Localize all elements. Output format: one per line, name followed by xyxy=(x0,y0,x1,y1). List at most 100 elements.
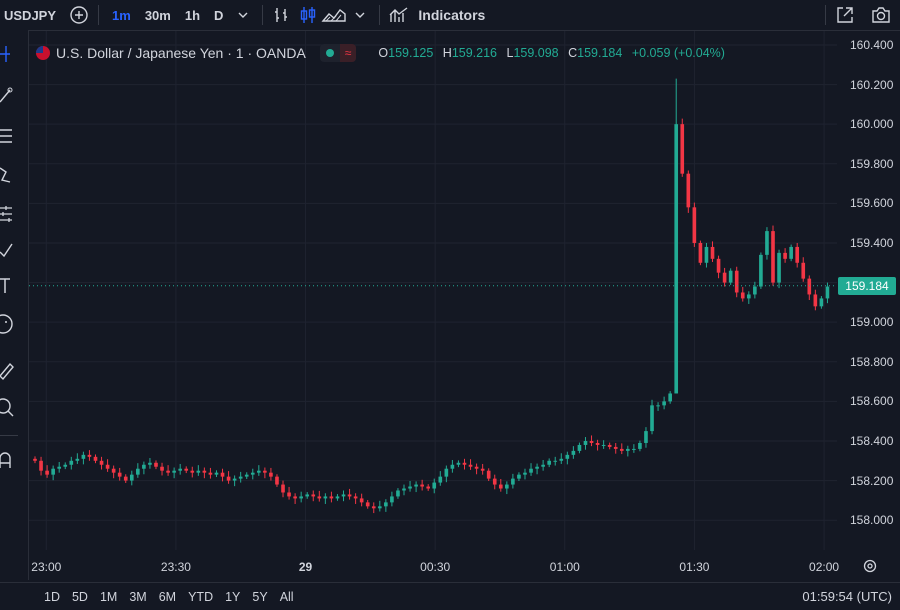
range-6m[interactable]: 6M xyxy=(158,589,177,604)
candle-body xyxy=(438,476,443,483)
candle-body xyxy=(638,442,642,449)
range-1m[interactable]: 1M xyxy=(99,589,118,604)
candle-body xyxy=(329,496,334,499)
timeframe-30m[interactable]: 30m xyxy=(144,7,171,23)
candle-body xyxy=(498,484,503,489)
add-symbol-icon[interactable] xyxy=(66,0,92,30)
chart-legend: U.S. Dollar / Japanese Yen · 1 · OANDA ≈… xyxy=(36,44,725,62)
candle-body xyxy=(547,460,551,465)
candle-style-icon[interactable] xyxy=(295,0,321,30)
candle-body xyxy=(583,440,588,445)
symbol-search[interactable]: USDJPY xyxy=(4,7,57,23)
open-value: 159.125 xyxy=(388,46,434,60)
chevron-down-icon[interactable] xyxy=(230,0,256,30)
price-chart[interactable] xyxy=(29,31,837,550)
top-toolbar: USDJPY 1m 30m 1h D Indicators xyxy=(0,0,900,31)
text-icon[interactable] xyxy=(0,274,24,298)
trend-line-icon[interactable] xyxy=(0,82,24,106)
high-key: H xyxy=(442,46,452,60)
legend-title[interactable]: U.S. Dollar / Japanese Yen · 1 · OANDA xyxy=(56,45,306,61)
range-5d[interactable]: 5D xyxy=(71,589,88,604)
high-value: 159.216 xyxy=(451,46,498,60)
candle-body xyxy=(825,286,830,299)
camera-icon[interactable] xyxy=(868,0,894,30)
time-tick-label: 23:30 xyxy=(160,560,191,574)
candle-body xyxy=(680,124,685,174)
price-tick-label: 158.600 xyxy=(850,394,894,409)
timeframe-1h[interactable]: 1h xyxy=(184,7,201,23)
candle-body xyxy=(783,252,787,259)
candle-body xyxy=(281,484,285,493)
candle-body xyxy=(39,460,43,471)
indicators-button[interactable]: Indicators xyxy=(418,7,486,23)
time-axis[interactable]: 23:00 23:30 29 00:30 01:00 01:30 02:00 xyxy=(29,551,839,581)
candle-body xyxy=(450,464,455,469)
candle-body xyxy=(595,442,600,445)
candle-body xyxy=(414,484,418,487)
timeframe-1m[interactable]: 1m xyxy=(112,7,131,23)
emoji-icon[interactable] xyxy=(0,312,24,336)
candle-body xyxy=(299,496,303,499)
magnet-icon[interactable] xyxy=(0,448,24,472)
timeframe-d[interactable]: D xyxy=(214,7,224,23)
candle-body xyxy=(753,286,757,295)
range-3m[interactable]: 3M xyxy=(129,589,147,604)
candle-body xyxy=(377,506,382,509)
candle-body xyxy=(668,393,672,402)
fullscreen-icon[interactable] xyxy=(832,0,858,30)
wave-icon: ≈ xyxy=(339,44,357,62)
candle-body xyxy=(341,494,346,497)
utc-clock[interactable]: 01:59:54 (UTC) xyxy=(802,589,892,604)
candle-body xyxy=(541,464,545,467)
candle-body xyxy=(142,464,146,469)
candle-body xyxy=(250,472,255,475)
candle-body xyxy=(184,468,189,471)
brush-icon[interactable] xyxy=(0,238,24,262)
range-1d[interactable]: 1D xyxy=(44,589,60,604)
indicators-icon[interactable] xyxy=(386,0,412,30)
candle-body xyxy=(190,470,195,473)
candle-body xyxy=(674,124,679,394)
candle-body xyxy=(692,207,697,243)
candle-body xyxy=(129,474,134,481)
candle-body xyxy=(529,468,533,473)
candle-body xyxy=(523,472,527,475)
candle-body xyxy=(722,272,727,283)
candle-body xyxy=(111,468,116,473)
candle-body xyxy=(777,252,781,283)
candle-body xyxy=(196,470,201,473)
ohlc-values: O159.125 H159.216 L159.098 C159.184 +0.0… xyxy=(372,46,725,60)
bar-style-icon[interactable] xyxy=(269,0,295,30)
candle-body xyxy=(117,472,122,477)
candle-body xyxy=(238,476,243,479)
range-all[interactable]: All xyxy=(279,589,294,604)
range-1y[interactable]: 1Y xyxy=(225,589,241,604)
candle-body xyxy=(565,454,570,459)
candle-body xyxy=(317,496,322,499)
candle-body xyxy=(686,173,691,208)
zoom-icon[interactable] xyxy=(0,396,24,420)
candle-body xyxy=(613,446,618,449)
price-tick-label: 159.800 xyxy=(850,156,894,171)
crosshair-icon[interactable] xyxy=(0,42,24,66)
ruler-icon[interactable] xyxy=(0,358,24,382)
range-ytd[interactable]: YTD xyxy=(188,589,214,604)
range-5y[interactable]: 5Y xyxy=(252,589,268,604)
price-tick-label: 160.000 xyxy=(850,117,894,132)
close-value: 159.184 xyxy=(577,46,623,60)
time-tick-label: 23:00 xyxy=(31,560,62,574)
toolbar-divider xyxy=(98,5,100,25)
forecast-icon[interactable] xyxy=(0,202,24,226)
area-style-icon[interactable] xyxy=(321,0,347,30)
candle-body xyxy=(402,488,406,491)
pattern-icon[interactable] xyxy=(0,162,24,186)
candle-body xyxy=(716,258,721,273)
candle-body xyxy=(420,484,424,487)
candle-body xyxy=(819,298,824,307)
chevron-down-icon[interactable] xyxy=(347,0,373,30)
settings-icon[interactable] xyxy=(862,558,878,574)
candle-body xyxy=(577,444,582,451)
candle-body xyxy=(123,476,128,481)
market-status-pill[interactable]: ≈ xyxy=(319,44,357,62)
fib-retracement-icon[interactable] xyxy=(0,124,24,148)
